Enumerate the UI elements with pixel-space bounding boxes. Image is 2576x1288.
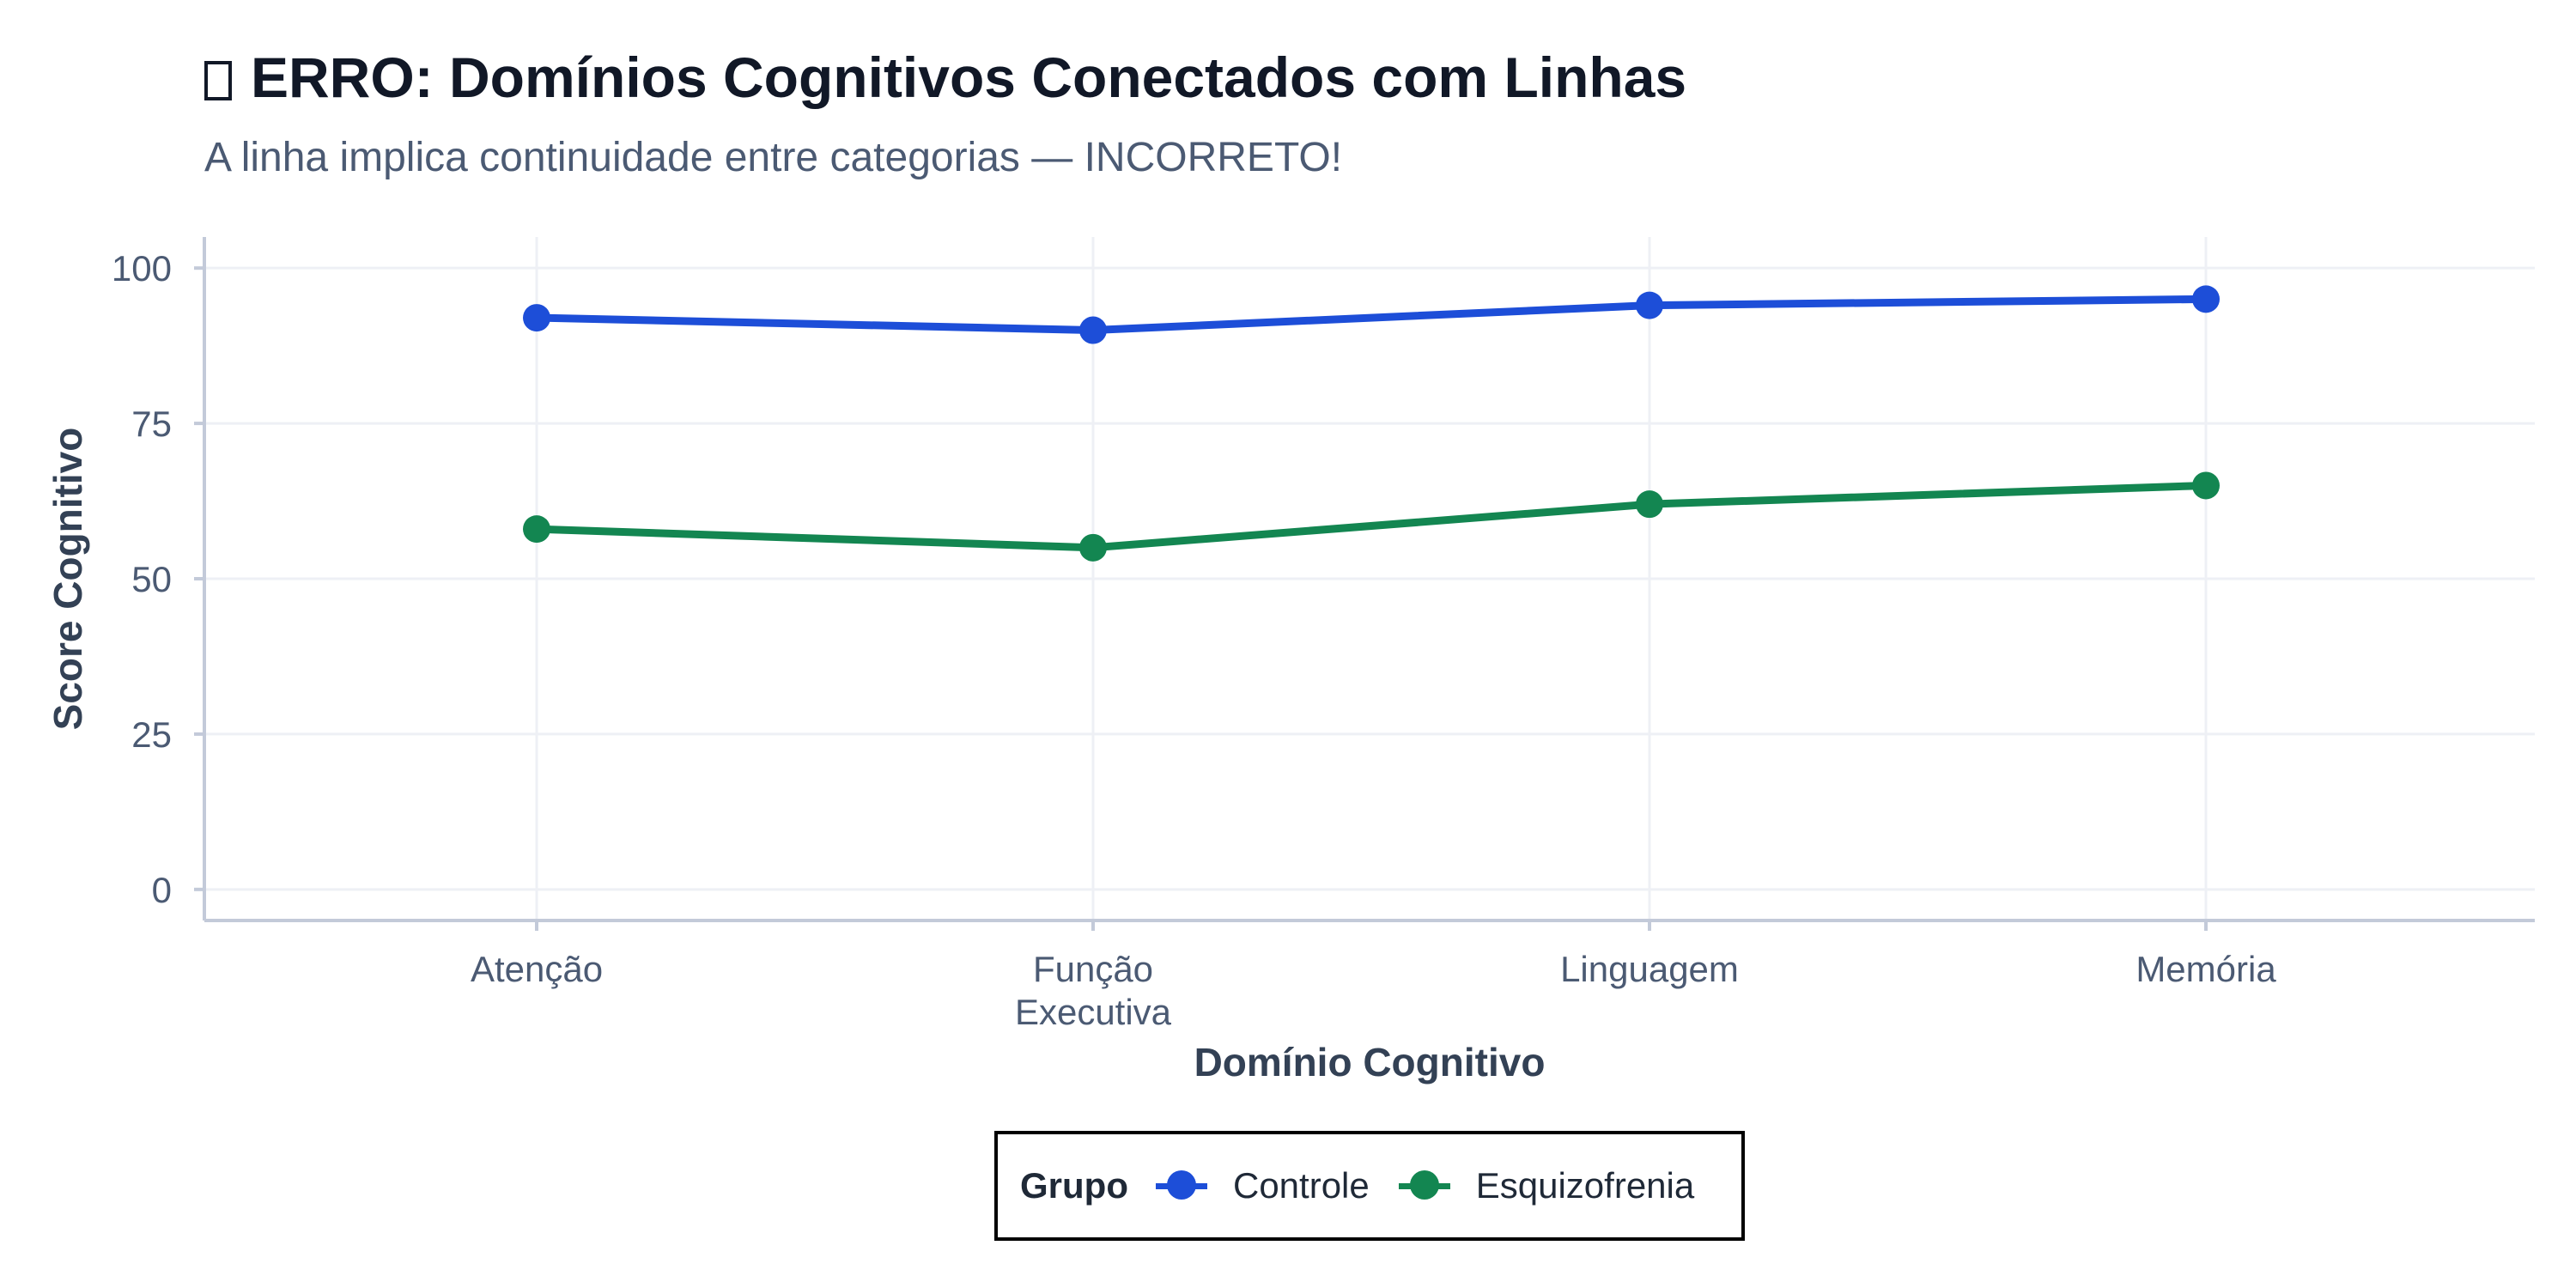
legend-title: Grupo <box>1020 1165 1128 1206</box>
legend-item-controle: Controle <box>1155 1165 1370 1206</box>
data-point-controle-3 <box>2192 285 2220 313</box>
data-point-controle-2 <box>1636 291 1663 319</box>
chart-title: ERRO: Domínios Cognitivos Conectados com… <box>204 45 1686 110</box>
series-line-controle <box>532 295 2210 335</box>
x-tick-label-3: Memória <box>2136 949 2276 989</box>
data-point-esquizofrenia-1 <box>1079 533 1107 562</box>
x-tick-label-1: Função Executiva <box>1015 949 1172 1032</box>
legend-label-esquizofrenia: Esquizofrenia <box>1475 1165 1695 1206</box>
data-point-esquizofrenia-3 <box>2192 471 2220 500</box>
y-tick-label-75: 75 <box>131 404 172 444</box>
data-point-esquizofrenia-0 <box>523 515 550 544</box>
legend-label-controle: Controle <box>1232 1165 1370 1206</box>
y-tick-label-25: 25 <box>131 714 172 755</box>
series-line-esquizofrenia <box>532 481 2210 552</box>
x-tick-label-0: Atenção <box>471 949 603 989</box>
line-chart: 0 25 50 75 100 Atenção Função Executiva Linguage… <box>46 237 2535 1084</box>
x-axis-title: Domínio Cognitivo <box>1194 1040 1546 1084</box>
x-tick-label-2: Linguagem <box>1560 949 1739 989</box>
y-axis-title: Score Cognitivo <box>46 428 90 731</box>
y-tick-label-50: 50 <box>131 559 172 599</box>
data-point-esquizofrenia-2 <box>1636 490 1663 519</box>
legend: Grupo Controle Esquizofrenia <box>994 1131 1745 1241</box>
legend-key-esquizofrenia <box>1398 1169 1450 1203</box>
data-point-controle-0 <box>523 304 550 332</box>
legend-item-esquizofrenia: Esquizofrenia <box>1398 1165 1695 1206</box>
chart-title-text: ERRO: Domínios Cognitivos Conectados com… <box>251 46 1687 109</box>
chart-subtitle: A linha implica continuidade entre categ… <box>204 135 1343 180</box>
legend-key-controle <box>1155 1169 1207 1203</box>
data-point-controle-1 <box>1079 316 1107 344</box>
missing-glyph-icon <box>204 61 232 100</box>
y-tick-label-0: 0 <box>152 870 172 910</box>
y-tick-label-100: 100 <box>112 248 172 289</box>
